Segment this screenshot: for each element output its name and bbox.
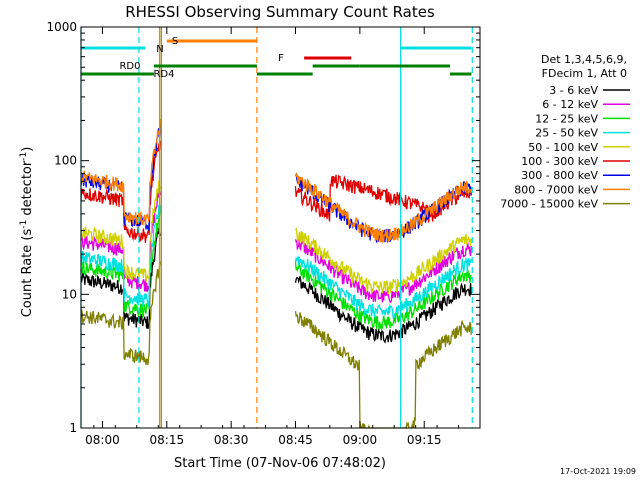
series-line-3-seg2 (294, 261, 472, 332)
y-label-part: detector (20, 160, 35, 220)
series-line-5-seg1 (80, 180, 161, 282)
y-tick-label-2: 10 (62, 287, 77, 301)
plot-frame (80, 26, 481, 429)
legend-label-4: 25 - 50 keV (535, 127, 598, 140)
x-tick-label-4: 08:45 (278, 433, 313, 447)
y-tick-label-4: 1000 (46, 20, 77, 34)
series-line-8-seg1 (80, 118, 161, 226)
x-tick-label-2: 08:15 (150, 433, 185, 447)
series-line-1-seg2 (294, 276, 472, 344)
axes: 08:00 08:15 08:30 08:45 09:00 09:15 1 10 100 1000 (46, 20, 481, 447)
plot-area: NS F RD0 RD4 (80, 27, 473, 430)
marker-label-1: N (156, 44, 163, 55)
x-axis-label: Start Time (07-Nov-06 07:48:02) (174, 456, 386, 471)
marker-label-4: RD0 (119, 61, 140, 72)
legend-label-9: 7000 - 15000 keV (500, 198, 598, 211)
legend-label-7: 300 - 800 keV (521, 169, 598, 182)
legend-header-2: FDecim 1, Att 0 (542, 67, 627, 80)
legend-label-5: 50 - 100 keV (528, 141, 598, 154)
series-line-6-seg1 (80, 140, 161, 243)
y-label-part: ) (20, 147, 35, 152)
timestamp-label: 17-Oct-2021 19:09 (560, 467, 636, 476)
legend-label-2: 6 - 12 keV (542, 98, 598, 111)
series-line-5-seg2 (294, 227, 472, 295)
y-axis-label: Count Rate (s-1 detector-1) (19, 147, 35, 318)
legend-label-1: 3 - 6 keV (549, 84, 598, 97)
legend-label-8: 800 - 7000 keV (514, 183, 598, 196)
x-tick-label-3: 08:30 (214, 433, 249, 447)
marker-label-5: RD4 (153, 69, 174, 80)
y-label-part: Count Rate (s (20, 229, 35, 318)
series-line-2-seg2 (294, 238, 472, 303)
series-line-1-seg1 (80, 227, 161, 329)
y-tick-label-1: 1 (69, 421, 77, 435)
series-line-9-seg1 (80, 261, 161, 366)
legend-label-6: 100 - 300 keV (521, 155, 598, 168)
chart-title: RHESSI Observing Summary Count Rates (125, 3, 435, 21)
legend-header-1: Det 1,3,4,5,6,9, (541, 53, 627, 66)
series-line-8-seg2 (294, 172, 472, 245)
series-line-9-seg2 (294, 311, 472, 430)
legend: Det 1,3,4,5,6,9,FDecim 1, Att 0 3 - 6 keV… (500, 53, 630, 211)
y-label-sup: -1 (19, 220, 29, 229)
x-tick-label-5: 09:00 (343, 433, 378, 447)
series-line-3-seg1 (80, 210, 161, 318)
marker-label-3: F (278, 53, 284, 64)
x-tick-label-1: 08:00 (85, 433, 120, 447)
series-line-4-seg1 (80, 204, 161, 308)
x-tick-label-6: 09:15 (407, 433, 442, 447)
series-line-4-seg2 (294, 256, 472, 320)
y-label-sup: -1 (19, 152, 29, 161)
y-tick-label-3: 100 (54, 154, 77, 168)
series-line-2-seg1 (80, 190, 161, 292)
series-line-7-seg1 (80, 123, 161, 232)
legend-label-3: 12 - 25 keV (535, 112, 598, 125)
marker-label-2: S (172, 36, 178, 47)
